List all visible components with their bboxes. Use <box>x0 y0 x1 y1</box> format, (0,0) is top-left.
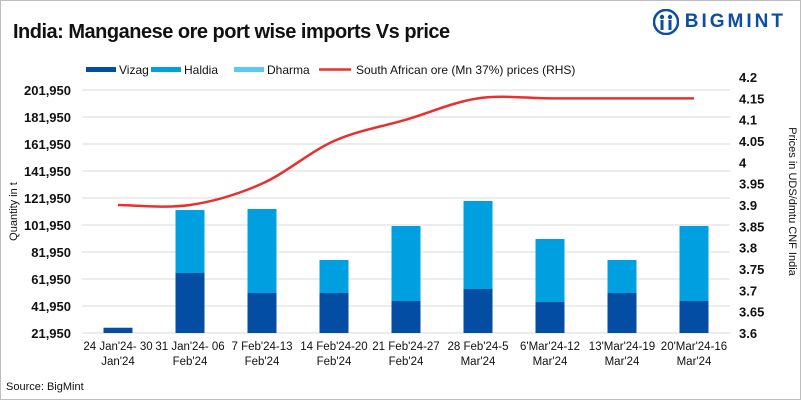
x-tick-label: 31 Jan'24- 06 <box>155 341 224 353</box>
legend-label-haldia: Haldia <box>184 63 218 77</box>
y-tick-label: 201,950 <box>24 83 71 98</box>
bar-haldia <box>175 210 205 273</box>
y-tick-label: 121,950 <box>24 191 71 206</box>
x-tick-label: Feb'24 <box>317 356 352 368</box>
bar-vizag <box>103 327 133 333</box>
x-tick-label: Mar'24 <box>533 356 568 368</box>
y-tick-label: 61,950 <box>31 272 71 287</box>
bar-vizag <box>607 292 637 333</box>
y2-tick-label: 3.8 <box>739 241 757 256</box>
bar-haldia <box>535 238 565 303</box>
bigmint-logo-text: BIGMINT <box>684 11 786 32</box>
bar-haldia <box>679 226 709 302</box>
y-tick-label: 101,950 <box>24 218 71 233</box>
bar-haldia <box>391 226 421 302</box>
y2-tick-label: 3.95 <box>739 177 764 192</box>
x-tick-label: Feb'24 <box>389 356 424 368</box>
legend-swatch-vizag <box>86 67 116 72</box>
x-tick-label: 24 Jan'24- 30 <box>83 341 152 353</box>
bar-vizag <box>679 301 709 333</box>
y-tick-label: 21,950 <box>31 326 71 341</box>
bigmint-logo: BIGMINT <box>652 9 786 35</box>
x-tick-label: 14 Feb'24-20 <box>300 341 367 353</box>
y2-tick-label: 3.6 <box>739 326 757 341</box>
y2-tick-label: 4.2 <box>739 70 757 85</box>
bar-vizag <box>247 292 277 333</box>
legend-label-dharma: Dharma <box>267 63 310 77</box>
x-tick-label: 28 Feb'24-5 <box>447 341 508 353</box>
legend-swatch-dharma <box>234 67 264 72</box>
y2-tick-label: 4.1 <box>739 113 757 128</box>
y-tick-label: 141,950 <box>24 164 71 179</box>
x-tick-label: 6'Mar'24-12 <box>520 341 580 353</box>
y2-tick-label: 4.05 <box>739 134 764 149</box>
y2-tick-label: 3.9 <box>739 198 757 213</box>
y2-tick-label: 3.85 <box>739 219 764 234</box>
bar-vizag <box>463 289 493 333</box>
x-tick-label: Feb'24 <box>173 356 208 368</box>
x-tick-label: Feb'24 <box>245 356 280 368</box>
y2-tick-label: 3.7 <box>739 283 757 298</box>
source-note: Source: BigMint <box>6 381 84 393</box>
legend-label-price: South African ore (Mn 37%) prices (RHS) <box>356 63 575 77</box>
bar-vizag <box>391 301 421 333</box>
x-tick-label: 20'Mar'24-16 <box>661 341 727 353</box>
y2-tick-label: 4.15 <box>739 91 764 106</box>
chart-svg: 201,950 181,950 161,950 141,950 121,950 101,9… <box>8 63 798 368</box>
bar-haldia <box>247 209 277 293</box>
bigmint-logo-icon <box>652 9 679 35</box>
y2-axis-label: Prices in UDS/dmtu CNF India <box>786 127 798 276</box>
chart-title: India: Manganese ore port wise imports V… <box>13 21 450 43</box>
bar-vizag <box>319 292 349 333</box>
bar-haldia <box>319 260 349 293</box>
x-tick-label: Jan'24 <box>101 356 135 368</box>
x-tick-label: Mar'24 <box>677 356 712 368</box>
bar-vizag <box>535 302 565 333</box>
y-tick-label: 41,950 <box>31 299 71 314</box>
y-tick-label: 81,950 <box>31 245 71 260</box>
price-line <box>117 95 694 208</box>
legend-label-vizag: Vizag <box>119 63 149 77</box>
bar-vizag <box>175 272 205 333</box>
x-tick-label: Mar'24 <box>461 356 496 368</box>
bar-haldia <box>607 260 637 293</box>
x-tick-label: 21 Feb'24-27 <box>372 341 439 353</box>
y2-tick-label: 4 <box>739 155 747 170</box>
x-tick-label: 13'Mar'24-19 <box>589 341 655 353</box>
x-tick-label: Mar'24 <box>605 356 640 368</box>
y-axis-label: Quantity in t <box>8 182 20 241</box>
legend-swatch-haldia <box>151 67 181 72</box>
bar-haldia <box>463 200 493 290</box>
x-tick-label: 7 Feb'24-13 <box>231 341 292 353</box>
y2-tick-label: 3.65 <box>739 305 764 320</box>
y2-tick-label: 3.75 <box>739 262 764 277</box>
y-tick-label: 161,950 <box>24 137 71 152</box>
y-tick-label: 181,950 <box>24 110 71 125</box>
